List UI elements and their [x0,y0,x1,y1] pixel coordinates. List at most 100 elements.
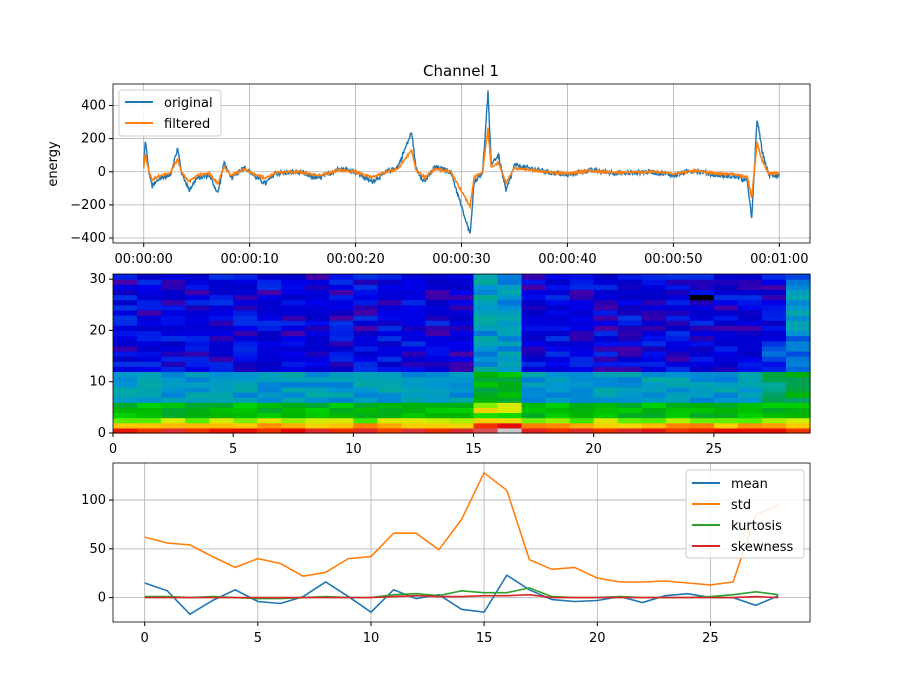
spectrogram-cell [281,330,306,337]
spectrogram-cell [473,315,499,321]
spectrogram-cell [689,330,715,337]
spectrogram-cell [737,391,763,398]
spectrogram-cell [761,376,787,383]
spectrogram-cell [689,371,715,378]
spectrogram-cell [713,274,739,280]
spectrogram-cell [113,294,138,301]
spectrogram-cell [185,386,210,393]
spectrogram-cell [473,274,499,280]
spectrogram-cell [377,402,403,408]
spectrogram-cell [281,376,306,383]
spectrogram-cell [329,412,354,419]
spectrogram-cell [161,345,186,352]
spectrogram-cell [113,361,138,367]
spectrogram-cell [161,279,186,285]
spectrogram-cell [353,274,378,280]
spectrogram-cell [737,299,763,306]
spectrogram-cell [257,407,282,414]
spectrogram-cell [689,299,715,306]
spectrogram-cell [209,315,234,321]
spectrogram-cell [281,274,306,280]
spectrogram-cell [473,371,499,378]
spectrogram-cell [689,340,715,347]
spectrogram-cell [785,350,811,357]
spectrogram-cell [281,320,306,326]
spectrogram-cell [281,407,306,414]
spectrogram-cell [449,294,475,301]
spectrogram-cell [785,386,811,393]
spectrogram-cell [137,325,162,332]
spectrogram-cell [593,345,619,352]
spectrogram-cell [161,402,186,408]
spectrogram-cell [353,386,378,393]
spectrogram-cell [113,345,138,352]
spectrogram-cell [353,427,378,434]
spectrogram-cell [497,381,523,388]
spectrogram-cell [305,427,330,434]
spectrogram-cell [593,325,619,332]
spectrogram-cell [641,294,667,301]
spectrogram-cell [377,427,403,434]
spectrogram-cell [185,345,210,352]
spectrogram-cell [209,361,234,367]
spectrogram-cell [425,361,451,367]
spectrogram-cell [377,381,403,388]
spectrogram-cell [521,289,547,296]
spectrogram-cell [713,325,739,332]
spectrogram-cell [257,325,282,332]
spectrogram-cell [233,366,258,373]
spectrogram-cell [377,315,403,321]
spectrogram-cell [233,284,258,290]
spectrogram-cell [665,371,691,378]
spectrogram-cell [257,391,282,398]
spectrogram-cell [473,417,499,424]
spectrogram-cell [161,315,186,321]
spectrogram-cell [665,274,691,280]
y-axis-label: energy [46,141,61,187]
spectrogram-cell [761,340,787,347]
spectrogram-cell [473,361,499,367]
spectrogram-cell [641,422,667,429]
spectrogram-cell [761,279,787,285]
spectrogram-cell [641,340,667,347]
spectrogram-cell [569,361,595,367]
spectrogram-cell [233,422,258,429]
spectrogram-cell [425,340,451,347]
spectrogram-cell [449,315,475,321]
y-tick-label: 200 [81,132,106,147]
spectrogram-cell [425,407,451,414]
spectrogram-cell [305,366,330,373]
spectrogram-cell [641,299,667,306]
spectrogram-cell [641,315,667,321]
spectrogram-cell [497,304,523,311]
spectrogram-cell [401,371,427,378]
spectrogram-cell [713,284,739,290]
spectrogram-cell [713,299,739,306]
spectrogram-cell [329,274,354,280]
y-tick-label: 50 [89,542,106,557]
spectrogram-cell [737,402,763,408]
spectrogram-cell [305,422,330,429]
spectrogram-cell [497,412,523,419]
spectrogram-cell [377,345,403,352]
spectrogram-cell [257,309,282,316]
spectrogram-cell [305,340,330,347]
spectrogram-cell [665,279,691,285]
spectrogram-cell [305,330,330,337]
spectrogram-cell [761,427,787,434]
spectrogram-cell [209,386,234,393]
spectrogram-cell [305,309,330,316]
spectrogram-cell [209,402,234,408]
spectrogram-cell [113,340,138,347]
spectrogram-cell [449,356,475,362]
legend-filtered-label: filtered [164,117,210,132]
spectrogram-cell [257,315,282,321]
spectrogram-cell [161,371,186,378]
spectrogram-cell [473,402,499,408]
spectrogram-cell [617,350,643,357]
spectrogram-cell [305,325,330,332]
spectrogram-cell [425,376,451,383]
spectrogram-cell [137,407,162,414]
spectrogram-cell [521,376,547,383]
top-panel-legend: original filtered [118,89,222,137]
